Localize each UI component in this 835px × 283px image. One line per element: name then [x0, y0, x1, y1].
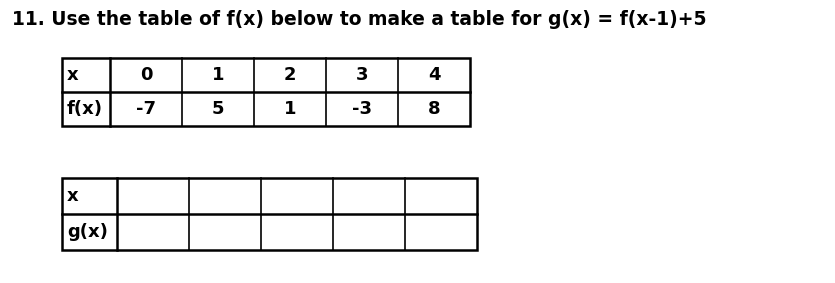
Text: 2: 2 [284, 66, 296, 84]
Text: 1: 1 [284, 100, 296, 118]
Bar [62, 58, 470, 126]
Text: 8: 8 [428, 100, 440, 118]
Text: -3: -3 [352, 100, 372, 118]
Text: f(x): f(x) [67, 100, 103, 118]
Text: 5: 5 [212, 100, 225, 118]
Text: 1: 1 [212, 66, 225, 84]
Text: g(x): g(x) [67, 223, 108, 241]
Text: 0: 0 [139, 66, 152, 84]
Text: x: x [67, 66, 78, 84]
Text: 11. Use the table of f(x) below to make a table for g(x) = f(x-1)+5: 11. Use the table of f(x) below to make … [12, 10, 706, 29]
Text: x: x [67, 187, 78, 205]
Bar [62, 178, 477, 250]
Text: -7: -7 [136, 100, 156, 118]
Text: 3: 3 [356, 66, 368, 84]
Text: 4: 4 [428, 66, 440, 84]
